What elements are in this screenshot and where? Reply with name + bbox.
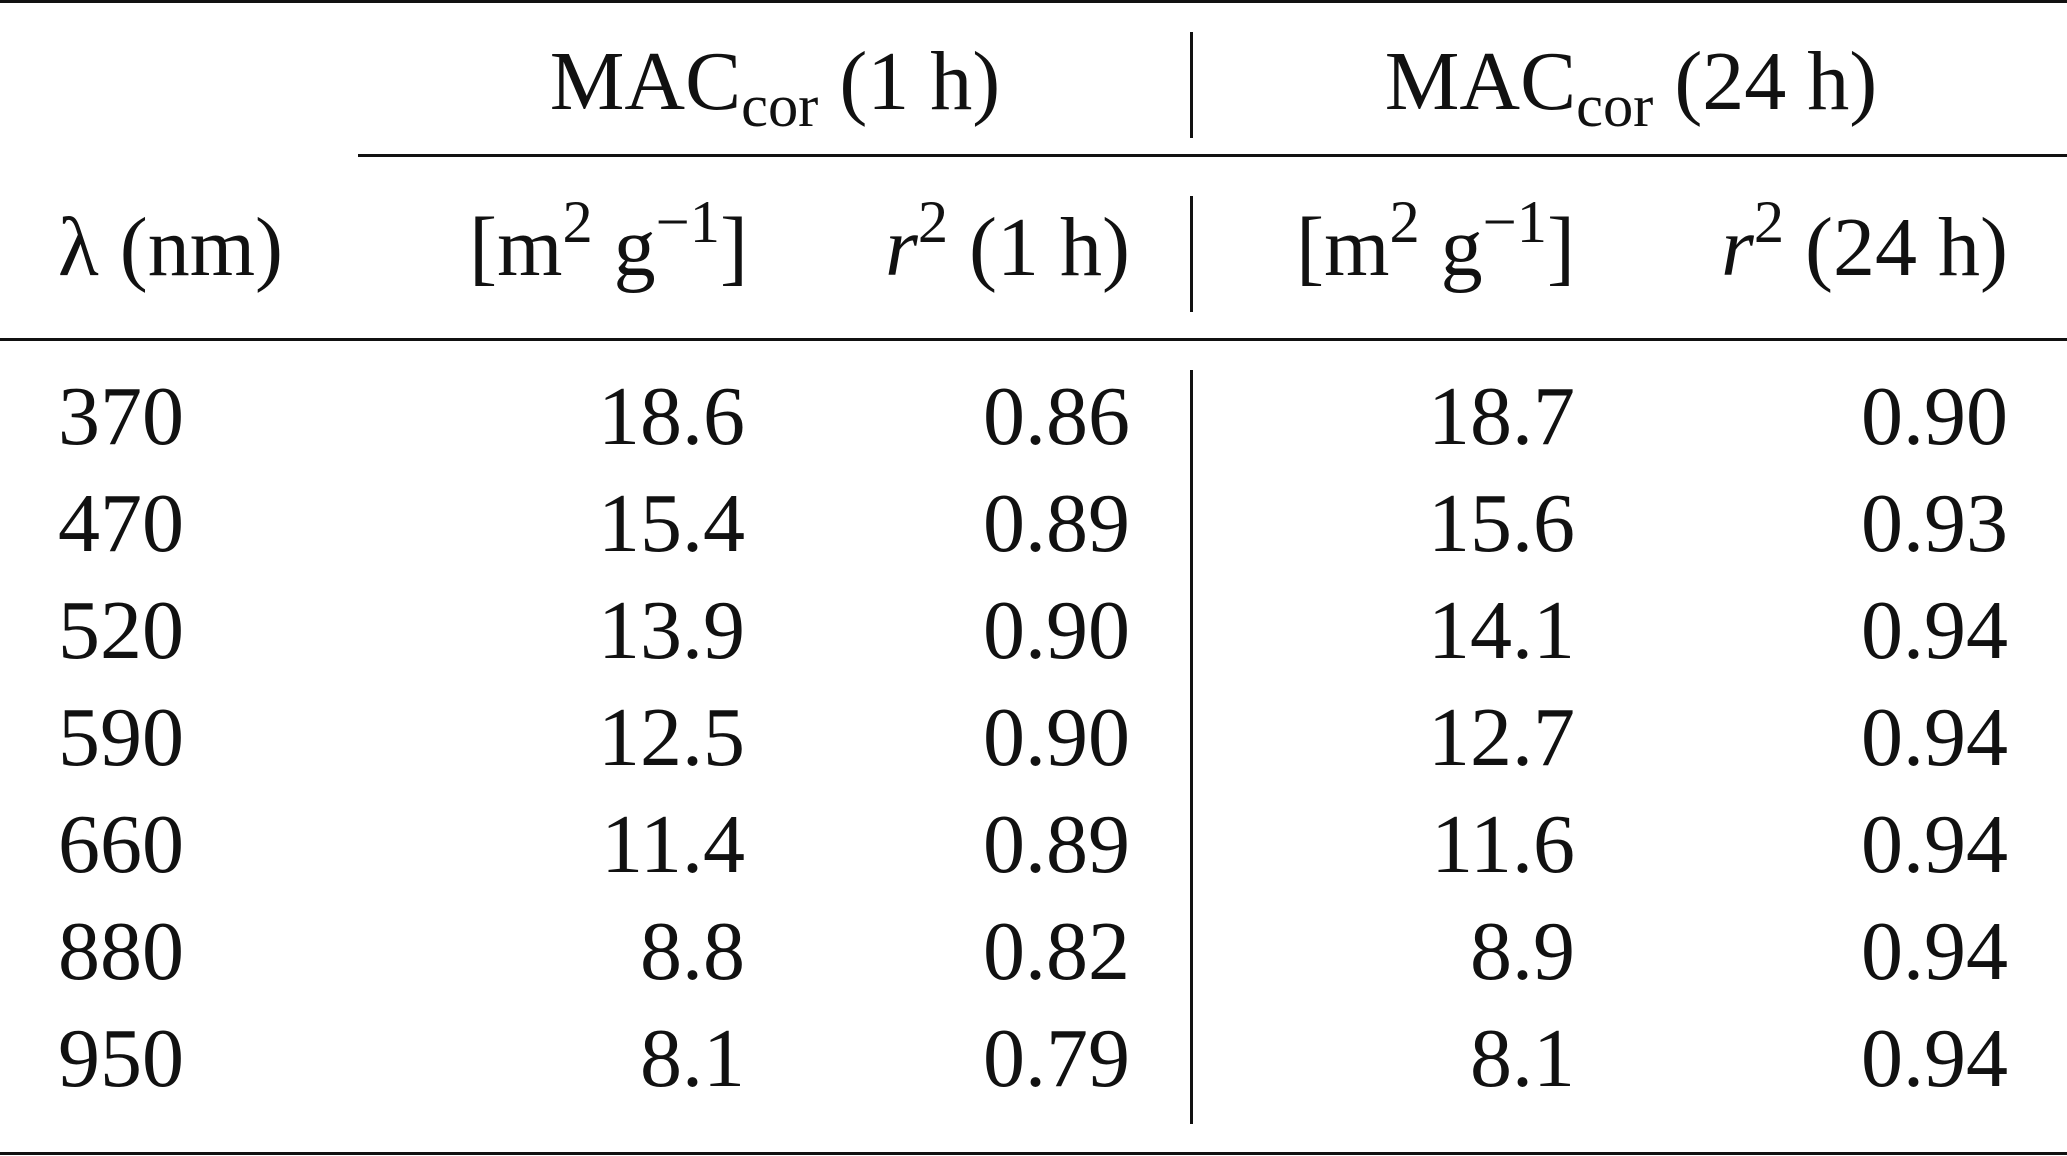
cell-r2-24h: 0.94: [1861, 905, 2008, 998]
cell-mac-24h: 8.1: [1470, 1012, 1575, 1105]
cell-r2-1h: 0.79: [983, 1012, 1130, 1105]
cell-mac-24h: 14.1: [1428, 584, 1575, 677]
cell-lambda: 880: [58, 905, 184, 998]
cell-r2-1h: 0.86: [983, 370, 1130, 463]
cell-r2-1h: 0.82: [983, 905, 1130, 998]
col-header-mac-1h: [m2 g−1]: [469, 188, 748, 294]
col-header-separator: [1190, 196, 1193, 312]
group-header-24h: MACcor (24 h): [1384, 35, 1878, 140]
cell-mac-1h: 18.6: [598, 370, 745, 463]
cell-r2-1h: 0.89: [983, 477, 1130, 570]
cell-mac-1h: 12.5: [598, 691, 745, 784]
cell-lambda: 950: [58, 1012, 184, 1105]
cell-r2-1h: 0.90: [983, 691, 1130, 784]
col-header-r2-24h: r2 (24 h): [1721, 188, 2008, 294]
col-header-lambda: λ (nm): [58, 201, 284, 294]
cell-r2-1h: 0.90: [983, 584, 1130, 677]
cell-r2-24h: 0.94: [1861, 584, 2008, 677]
cell-r2-24h: 0.93: [1861, 477, 2008, 570]
cell-lambda: 470: [58, 477, 184, 570]
cell-mac-24h: 12.7: [1428, 691, 1575, 784]
cell-mac-1h: 8.1: [640, 1012, 745, 1105]
col-header-r2-1h: r2 (1 h): [885, 188, 1130, 294]
bottom-rule: [0, 1152, 2067, 1155]
group-header-separator: [1190, 32, 1193, 138]
cell-mac-24h: 11.6: [1431, 798, 1575, 891]
top-rule: [0, 0, 2067, 3]
cell-mac-1h: 15.4: [598, 477, 745, 570]
cell-r2-24h: 0.94: [1861, 798, 2008, 891]
cell-mac-24h: 15.6: [1428, 477, 1575, 570]
cell-r2-24h: 0.94: [1861, 1012, 2008, 1105]
cell-r2-1h: 0.89: [983, 798, 1130, 891]
body-separator: [1190, 370, 1193, 1124]
cell-lambda: 370: [58, 370, 184, 463]
col-header-mac-24h: [m2 g−1]: [1296, 188, 1575, 294]
header-bottom-rule: [0, 338, 2067, 341]
cell-r2-24h: 0.90: [1861, 370, 2008, 463]
cell-lambda: 590: [58, 691, 184, 784]
cell-mac-24h: 8.9: [1470, 905, 1575, 998]
cell-mac-1h: 13.9: [598, 584, 745, 677]
group-header-1h: MACcor (1 h): [549, 35, 1001, 140]
cell-mac-1h: 11.4: [601, 798, 745, 891]
cell-r2-24h: 0.94: [1861, 691, 2008, 784]
cell-lambda: 520: [58, 584, 184, 677]
cell-mac-1h: 8.8: [640, 905, 745, 998]
cell-lambda: 660: [58, 798, 184, 891]
cell-mac-24h: 18.7: [1428, 370, 1575, 463]
group-header-rule: [358, 154, 2067, 157]
